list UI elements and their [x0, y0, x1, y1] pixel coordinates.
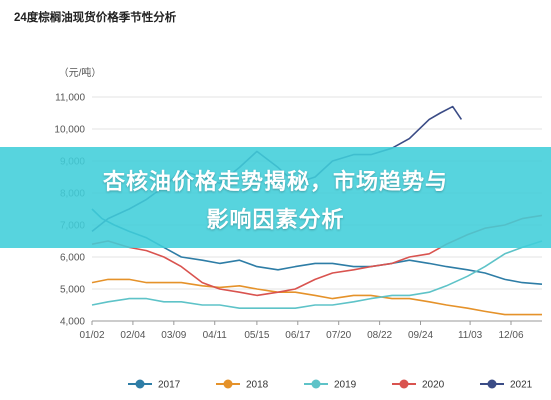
x-tick-label: 08/22: [367, 330, 392, 341]
legend-item-2019[interactable]: 2019: [304, 379, 357, 391]
series-line-2018: [91, 278, 542, 316]
x-tick-label: 12/06: [498, 330, 523, 341]
legend-item-2017[interactable]: 2017: [128, 379, 181, 391]
legend-item-2021[interactable]: 2021: [480, 379, 533, 391]
y-axis-label: （元/吨）: [59, 66, 102, 79]
legend-label: 2019: [334, 380, 357, 391]
series-line-2019: [91, 240, 543, 309]
legend-marker-icon: [399, 379, 409, 389]
x-tick-label: 09/24: [408, 330, 433, 341]
y-tick-label: 6,000: [60, 253, 85, 264]
legend-marker-icon: [311, 379, 321, 389]
legend-item-2018[interactable]: 2018: [216, 379, 269, 391]
chart-title: 24度棕榈油现货价格季节性分析: [14, 12, 177, 24]
x-tick-label: 02/04: [120, 330, 145, 341]
legend-label: 2018: [246, 380, 269, 391]
x-tick-label: 05/15: [244, 330, 269, 341]
legend-marker-icon: [487, 379, 497, 389]
y-tick-label: 11,000: [55, 93, 85, 104]
x-tick-label: 03/09: [161, 330, 186, 341]
x-tick-label: 01/02: [79, 330, 104, 341]
legend[interactable]: 2017 2018 2019 2020 2021: [128, 379, 533, 391]
legend-item-2020[interactable]: 2020: [392, 379, 445, 391]
x-tick-label: 04/11: [203, 330, 228, 341]
banner-headline-line-2: 影响因素分析: [206, 208, 345, 233]
legend-label: 2020: [422, 380, 445, 391]
y-tick-label: 10,000: [54, 125, 85, 136]
y-tick-label: 5,000: [60, 285, 85, 296]
headline-banner: 杏核油价格走势揭秘，市场趋势与 影响因素分析: [0, 147, 551, 248]
legend-label: 2021: [510, 380, 533, 391]
banner-headline-line-1: 杏核油价格走势揭秘，市场趋势与: [102, 170, 448, 195]
legend-marker-icon: [223, 379, 233, 389]
legend-label: 2017: [158, 380, 181, 391]
y-tick-label: 4,000: [60, 317, 85, 328]
x-tick-label: 07/20: [326, 330, 351, 341]
x-tick-label: 11/03: [458, 330, 483, 341]
x-tick-label: 06/17: [285, 330, 310, 341]
legend-marker-icon: [135, 379, 145, 389]
